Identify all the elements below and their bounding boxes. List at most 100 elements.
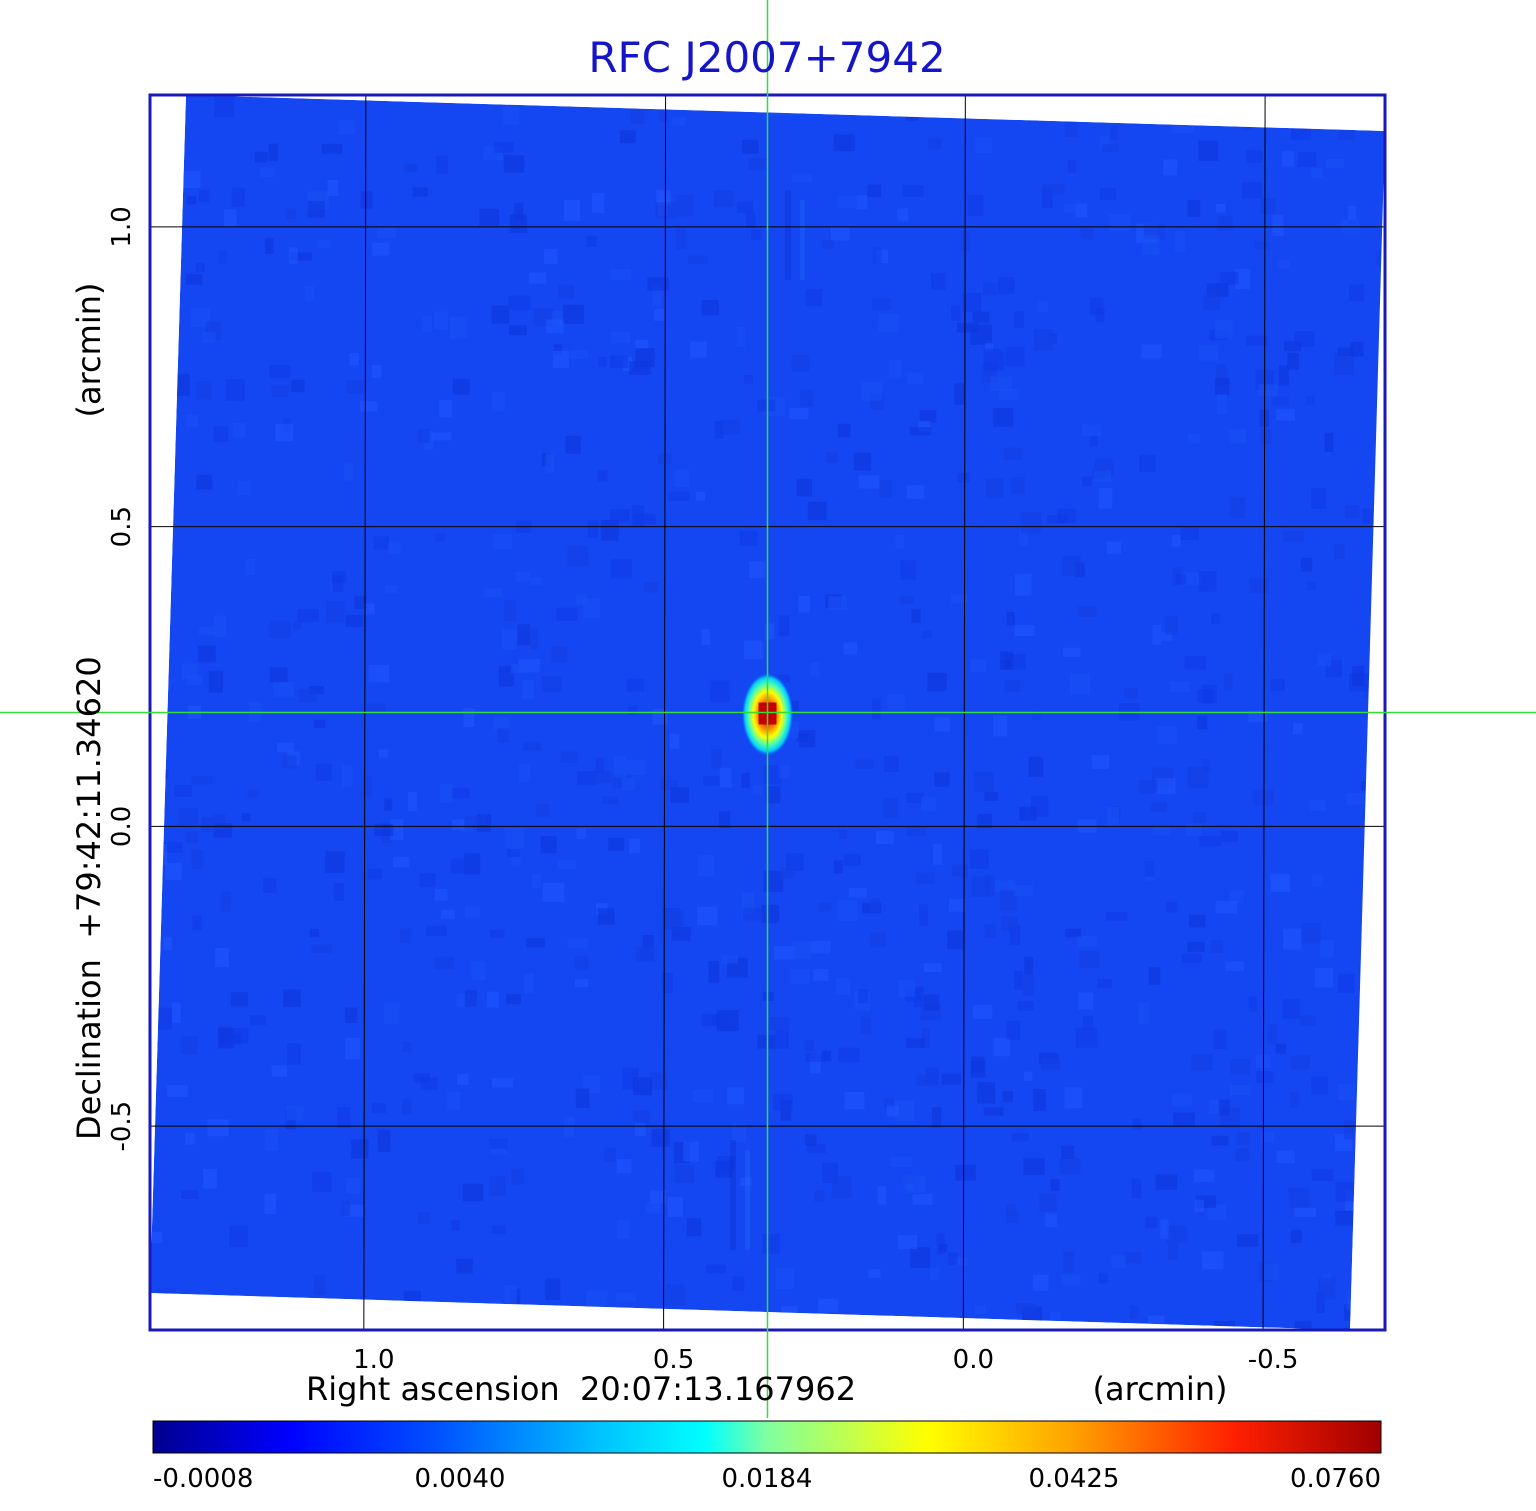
noise-pixel <box>1215 901 1238 914</box>
noise-pixel <box>377 1129 391 1152</box>
noise-pixel <box>540 836 557 854</box>
noise-pixel <box>1015 1303 1036 1314</box>
noise-pixel <box>876 831 894 844</box>
noise-pixel <box>489 1138 508 1150</box>
noise-pixel <box>954 383 966 405</box>
noise-pixel <box>346 1178 360 1194</box>
noise-pixel <box>290 252 312 261</box>
noise-pixel <box>941 1073 961 1085</box>
noise-pixel <box>610 355 629 368</box>
noise-pixel <box>951 306 961 321</box>
noise-pixel <box>621 777 635 791</box>
noise-pixel <box>1142 235 1160 256</box>
noise-pixel <box>565 435 581 454</box>
noise-pixel <box>902 185 924 197</box>
noise-pixel <box>1090 435 1099 447</box>
noise-pixel <box>929 1268 940 1281</box>
noise-pixel <box>332 575 344 592</box>
noise-pixel <box>1290 1229 1302 1243</box>
footprint-mask <box>150 1293 1350 1330</box>
noise-pixel <box>1129 1305 1140 1319</box>
noise-pixel <box>1221 830 1238 843</box>
noise-pixel <box>911 609 921 623</box>
noise-pixel <box>975 1306 986 1315</box>
noise-pixel <box>1260 198 1276 214</box>
noise-pixel <box>1278 365 1289 386</box>
noise-pixel <box>961 230 971 252</box>
noise-pixel <box>690 341 707 358</box>
noise-pixel <box>1037 301 1049 313</box>
noise-pixel <box>434 888 448 901</box>
noise-pixel <box>493 717 509 730</box>
noise-pixel <box>932 1107 942 1128</box>
colorbar-tick-label: -0.0008 <box>153 1464 253 1494</box>
noise-pixel <box>333 883 345 901</box>
noise-pixel <box>198 189 210 203</box>
noise-pixel <box>838 829 848 839</box>
noise-pixel <box>932 843 942 865</box>
noise-pixel <box>1276 260 1290 269</box>
noise-pixel <box>271 385 289 398</box>
noise-pixel <box>522 680 535 700</box>
noise-pixel <box>1003 447 1022 460</box>
noise-pixel <box>371 365 382 379</box>
noise-pixel <box>463 708 475 727</box>
noise-pixel <box>1062 555 1081 577</box>
noise-pixel <box>1348 205 1357 220</box>
noise-pixel <box>1047 515 1068 524</box>
noise-pixel <box>817 1298 839 1313</box>
noise-pixel <box>791 355 810 372</box>
noise-pixel <box>906 485 925 499</box>
noise-pixel <box>1000 651 1014 670</box>
colorbar-tick-label: 0.0040 <box>415 1464 506 1494</box>
noise-pixel <box>712 1015 729 1025</box>
noise-pixel <box>805 289 823 307</box>
noise-pixel <box>611 268 631 280</box>
y-axis-label: Declination +79:42:11.34620 <box>70 656 108 1140</box>
noise-pixel <box>831 1175 852 1198</box>
noise-pixel <box>984 924 997 938</box>
noise-pixel <box>150 1232 163 1243</box>
noise-pixel <box>1185 824 1202 836</box>
noise-pixel <box>175 374 190 396</box>
noise-pixel <box>464 990 477 1007</box>
noise-pixel <box>665 1284 685 1306</box>
noise-pixel <box>921 1028 930 1048</box>
noise-pixel <box>1197 715 1208 730</box>
noise-pixel <box>1211 1135 1229 1146</box>
noise-pixel <box>1248 710 1268 722</box>
noise-pixel <box>1000 890 1017 911</box>
noise-pixel <box>1289 1092 1299 1108</box>
noise-pixel <box>1383 746 1385 764</box>
noise-pixel <box>683 1141 699 1162</box>
noise-pixel <box>1337 347 1354 356</box>
noise-pixel <box>186 675 203 686</box>
noise-pixel <box>247 789 258 798</box>
noise-pixel <box>1334 544 1345 559</box>
noise-pixel <box>524 973 534 993</box>
noise-pixel <box>1024 1071 1033 1082</box>
noise-pixel <box>498 666 514 687</box>
noise-pixel <box>1325 158 1344 168</box>
noise-pixel <box>810 1054 821 1074</box>
noise-pixel <box>344 462 353 481</box>
noise-pixel <box>237 480 251 496</box>
noise-pixel <box>1111 1255 1126 1268</box>
noise-pixel <box>452 819 465 830</box>
noise-pixel <box>1218 1099 1230 1116</box>
noise-pixel <box>674 469 690 488</box>
noise-pixel <box>916 1075 937 1086</box>
noise-pixel <box>341 1200 351 1216</box>
noise-pixel <box>269 365 291 379</box>
noise-pixel <box>508 325 527 336</box>
noise-pixel <box>1230 1058 1251 1075</box>
noise-pixel <box>351 1139 369 1159</box>
noise-pixel <box>739 530 758 546</box>
noise-pixel <box>504 600 516 621</box>
noise-pixel <box>1346 793 1364 805</box>
noise-pixel <box>576 828 586 839</box>
noise-pixel <box>1019 529 1028 546</box>
y-tick-labels: 1.0 0.5 0.0 -0.5 <box>107 206 137 1151</box>
noise-pixel <box>831 226 850 241</box>
noise-pixel <box>1064 120 1078 138</box>
